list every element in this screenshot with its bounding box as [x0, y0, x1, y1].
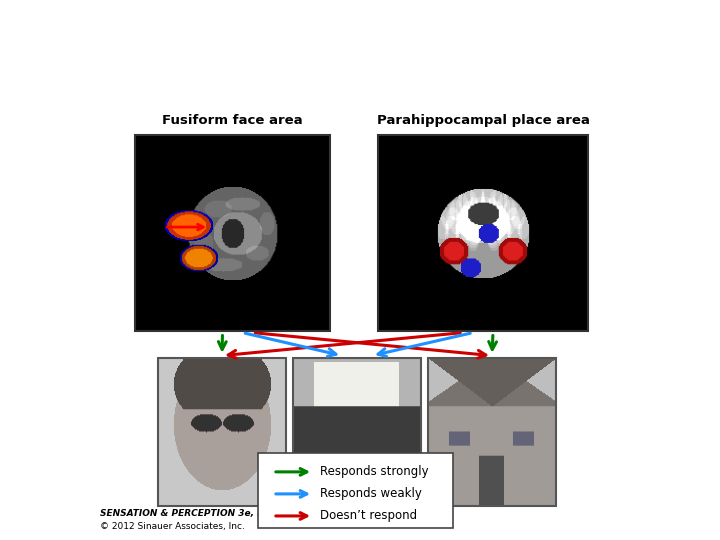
Text: Doesn’t respond: Doesn’t respond: [320, 509, 417, 523]
Text: Figure 7.19  Functional MRI reveals that different pieces of the cortex are acti: Figure 7.19 Functional MRI reveals that …: [9, 11, 720, 45]
Bar: [428, 357, 556, 506]
Bar: [293, 357, 421, 506]
Bar: [135, 135, 330, 330]
Text: Parahippocampal place area: Parahippocampal place area: [377, 114, 590, 127]
Text: SENSATION & PERCEPTION 3e, Figure 7.19: SENSATION & PERCEPTION 3e, Figure 7.19: [100, 509, 315, 518]
Text: Fusiform face area: Fusiform face area: [162, 114, 303, 127]
Bar: [378, 135, 588, 330]
Text: Responds weakly: Responds weakly: [320, 488, 422, 501]
Text: Responds strongly: Responds strongly: [320, 465, 428, 478]
Bar: [258, 453, 453, 528]
Text: © 2012 Sinauer Associates, Inc.: © 2012 Sinauer Associates, Inc.: [100, 522, 245, 531]
Bar: [158, 357, 286, 506]
